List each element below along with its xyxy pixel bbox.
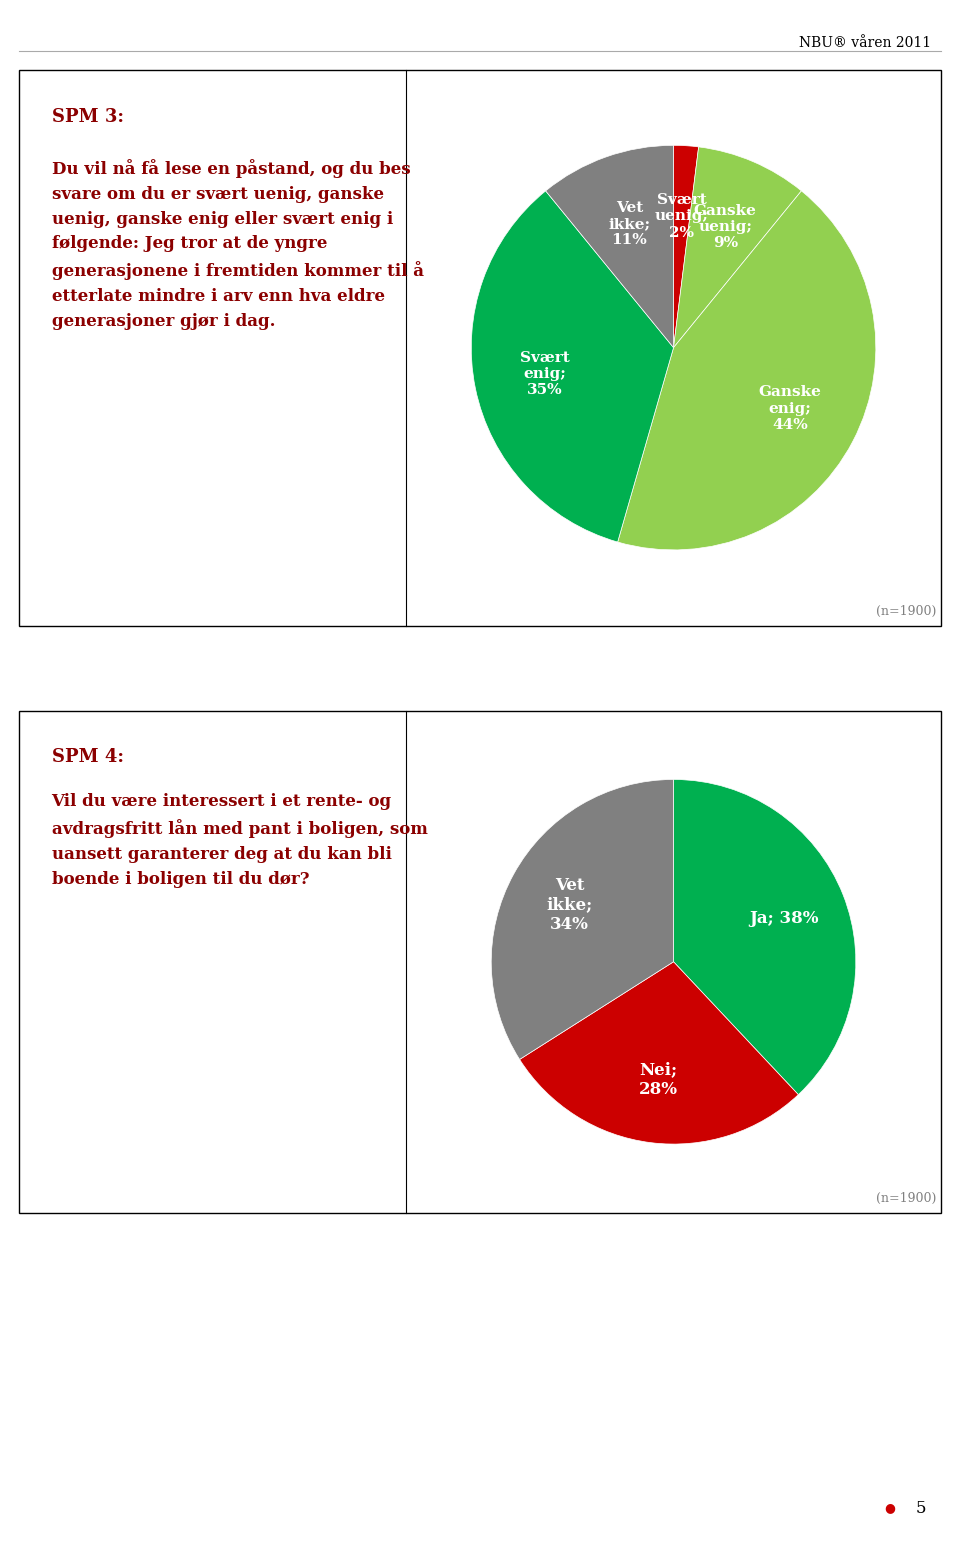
Wedge shape bbox=[545, 145, 674, 348]
Wedge shape bbox=[674, 147, 802, 348]
Wedge shape bbox=[519, 961, 799, 1143]
Text: ●: ● bbox=[884, 1502, 895, 1514]
Wedge shape bbox=[471, 192, 674, 542]
Text: Svært
uenig;
2%: Svært uenig; 2% bbox=[655, 193, 708, 239]
Text: Vet
ikke;
34%: Vet ikke; 34% bbox=[546, 876, 593, 933]
Text: Vet
ikke;
11%: Vet ikke; 11% bbox=[609, 201, 651, 247]
Text: Ganske
uenig;
9%: Ganske uenig; 9% bbox=[694, 204, 756, 250]
Text: (n=1900): (n=1900) bbox=[876, 606, 936, 618]
Text: SPM 3:: SPM 3: bbox=[52, 108, 124, 127]
Text: 5: 5 bbox=[916, 1500, 926, 1517]
Wedge shape bbox=[674, 779, 856, 1095]
Text: Du vil nå få lese en påstand, og du bes
svare om du er svært uenig, ganske
uenig: Du vil nå få lese en påstand, og du bes … bbox=[52, 159, 423, 331]
Wedge shape bbox=[617, 192, 876, 550]
Text: Ja; 38%: Ja; 38% bbox=[749, 910, 819, 927]
Text: NBU® våren 2011: NBU® våren 2011 bbox=[799, 36, 931, 49]
Wedge shape bbox=[492, 779, 674, 1060]
Wedge shape bbox=[674, 145, 699, 348]
Text: Ganske
enig;
44%: Ganske enig; 44% bbox=[758, 385, 822, 431]
Text: Nei;
28%: Nei; 28% bbox=[639, 1061, 678, 1097]
Text: (n=1900): (n=1900) bbox=[876, 1193, 936, 1205]
Text: Svært
enig;
35%: Svært enig; 35% bbox=[520, 351, 569, 397]
Text: SPM 4:: SPM 4: bbox=[52, 748, 124, 766]
Text: Vil du være interessert i et rente- og
avdragsfritt lån med pant i boligen, som
: Vil du være interessert i et rente- og a… bbox=[52, 793, 427, 888]
